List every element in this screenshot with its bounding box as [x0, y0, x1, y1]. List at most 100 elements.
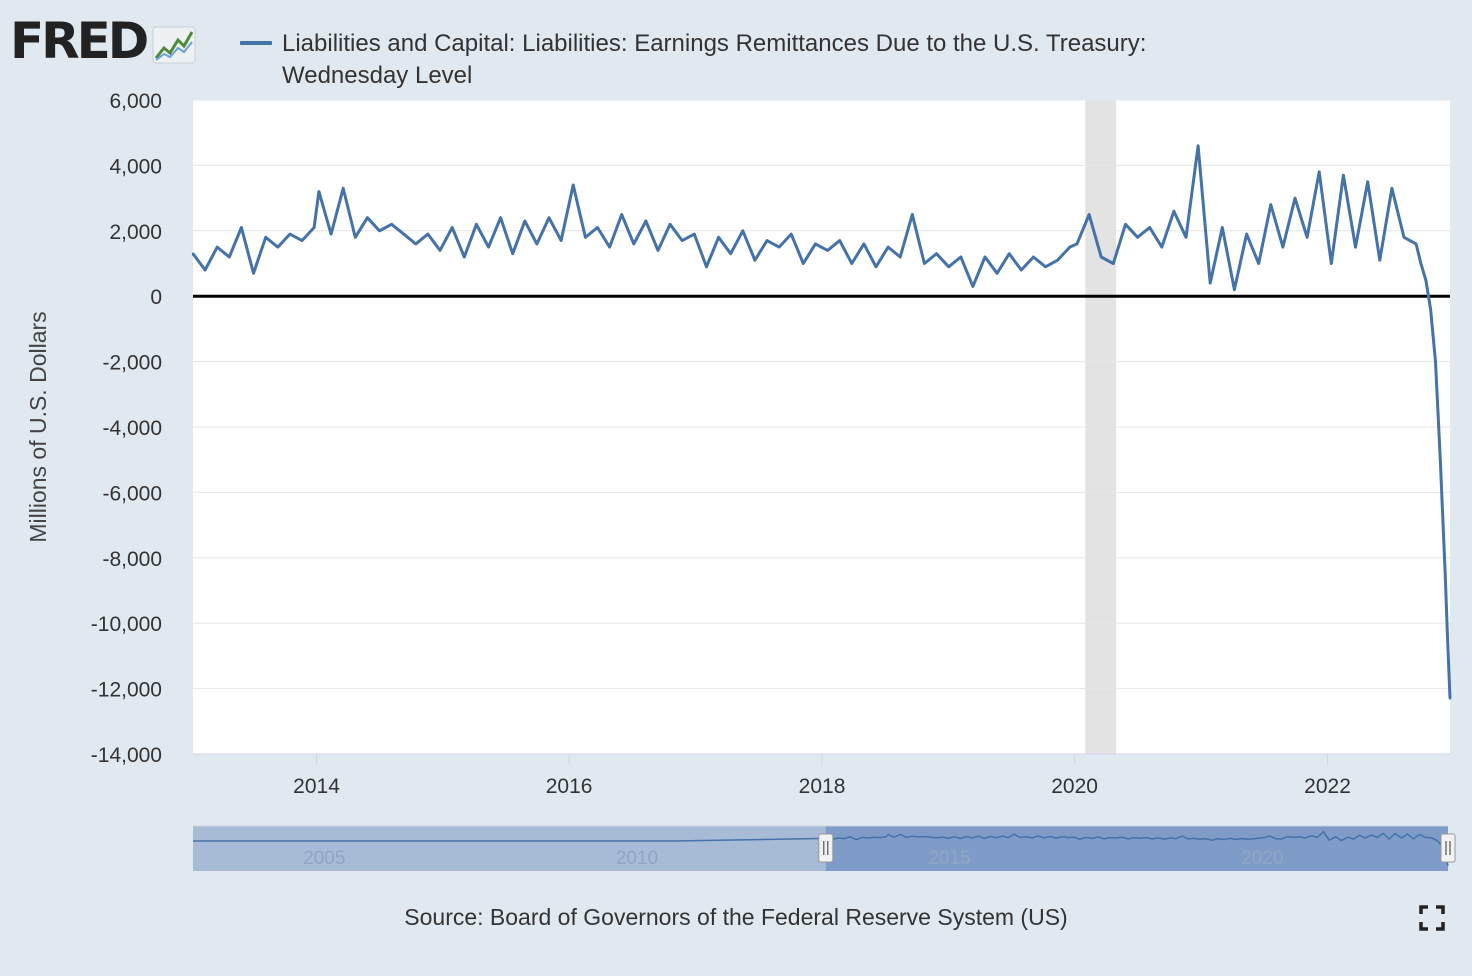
data-point	[1148, 226, 1151, 229]
y-tick-label: -6,000	[102, 482, 162, 505]
data-point	[995, 272, 999, 275]
data-point	[947, 265, 950, 268]
data-point	[414, 242, 418, 246]
navigator-year-label: 2010	[616, 848, 658, 869]
data-point	[1293, 196, 1297, 200]
data-point	[1112, 262, 1115, 265]
data-point	[959, 255, 962, 259]
data-point	[1414, 242, 1418, 246]
fullscreen-icon[interactable]	[1419, 905, 1445, 931]
data-point	[572, 183, 575, 187]
data-point	[535, 242, 539, 246]
navigator-year-label: 2005	[303, 848, 345, 869]
y-tick-label: -2,000	[102, 352, 162, 375]
data-point	[729, 252, 732, 255]
range-navigator[interactable]: 2005 2010 2015 2020	[193, 825, 1456, 871]
data-point	[487, 245, 490, 249]
data-point	[499, 216, 502, 219]
data-point	[1366, 180, 1369, 183]
data-point	[705, 265, 708, 268]
data-point	[1136, 236, 1139, 239]
data-point	[862, 242, 866, 246]
data-point	[511, 252, 514, 255]
data-point	[620, 213, 623, 216]
data-point	[802, 262, 805, 265]
data-point	[1044, 265, 1047, 268]
x-tick-label: 2020	[1051, 775, 1098, 798]
y-tick-label: 2,000	[109, 221, 162, 244]
data-point	[1020, 268, 1023, 272]
data-point	[935, 252, 938, 255]
data-point	[1305, 236, 1309, 239]
data-point	[1330, 262, 1333, 265]
navigator-left-handle[interactable]	[818, 833, 834, 863]
data-point	[288, 232, 292, 236]
data-point	[1087, 213, 1091, 216]
data-point	[252, 272, 255, 275]
y-tick-label: -10,000	[91, 613, 162, 636]
data-point	[1434, 360, 1437, 363]
data-point	[317, 190, 321, 193]
data-point	[203, 268, 207, 272]
data-point	[584, 236, 587, 239]
data-point	[1378, 259, 1381, 262]
data-point	[1221, 226, 1224, 229]
navigator-year-label: 2020	[1241, 848, 1283, 869]
y-tick-label: -12,000	[91, 679, 162, 702]
data-point	[228, 255, 231, 259]
data-point	[753, 259, 757, 262]
data-point	[354, 236, 357, 239]
data-point	[1424, 278, 1427, 282]
data-point	[1402, 236, 1406, 239]
data-point	[814, 242, 817, 246]
data-point	[668, 223, 672, 226]
data-point	[1257, 262, 1260, 265]
y-tick-label: 0	[150, 286, 162, 309]
data-point	[971, 285, 975, 288]
data-point	[276, 245, 279, 249]
x-tick-label: 2014	[293, 775, 340, 798]
data-point	[632, 242, 635, 246]
data-point	[264, 236, 267, 239]
data-point	[826, 249, 829, 252]
data-point	[240, 226, 243, 229]
data-point	[1068, 245, 1071, 249]
series-title[interactable]: Liabilities and Capital: Liabilities: Ea…	[282, 30, 1147, 89]
data-point	[1184, 236, 1188, 239]
data-point	[216, 245, 219, 249]
data-point	[390, 223, 393, 226]
data-point	[1245, 232, 1248, 236]
y-tick-label: 4,000	[109, 155, 162, 178]
data-point	[1233, 288, 1236, 291]
data-point	[850, 262, 853, 265]
data-point	[1443, 572, 1447, 576]
data-point	[1008, 252, 1011, 255]
data-point	[450, 226, 454, 229]
line-graph-icon	[152, 26, 196, 64]
data-point	[547, 216, 551, 219]
data-point	[886, 245, 890, 249]
x-tick-label: 2016	[546, 775, 593, 798]
data-point	[1172, 209, 1176, 213]
fred-logo[interactable]: FRED	[10, 14, 196, 68]
data-point	[1124, 223, 1127, 226]
data-point	[1429, 308, 1432, 311]
y-tick-label: 6,000	[109, 90, 162, 113]
data-point	[366, 216, 369, 219]
x-tick-label: 2018	[799, 775, 846, 798]
data-point	[596, 226, 599, 229]
data-point	[1056, 259, 1059, 262]
data-point	[1446, 638, 1449, 641]
data-point	[1032, 255, 1035, 259]
navigator-selection	[825, 826, 1448, 871]
handle-grip	[818, 833, 834, 863]
data-point	[874, 265, 878, 268]
chart-legend: Liabilities and Capital: Liabilities: Ea…	[240, 28, 1240, 92]
data-point	[765, 239, 769, 242]
data-point	[644, 219, 648, 223]
navigator-series-line	[193, 830, 1449, 866]
data-point	[1342, 174, 1345, 177]
data-point	[329, 232, 333, 236]
navigator-right-handle[interactable]	[1440, 833, 1456, 863]
data-point	[777, 245, 781, 249]
